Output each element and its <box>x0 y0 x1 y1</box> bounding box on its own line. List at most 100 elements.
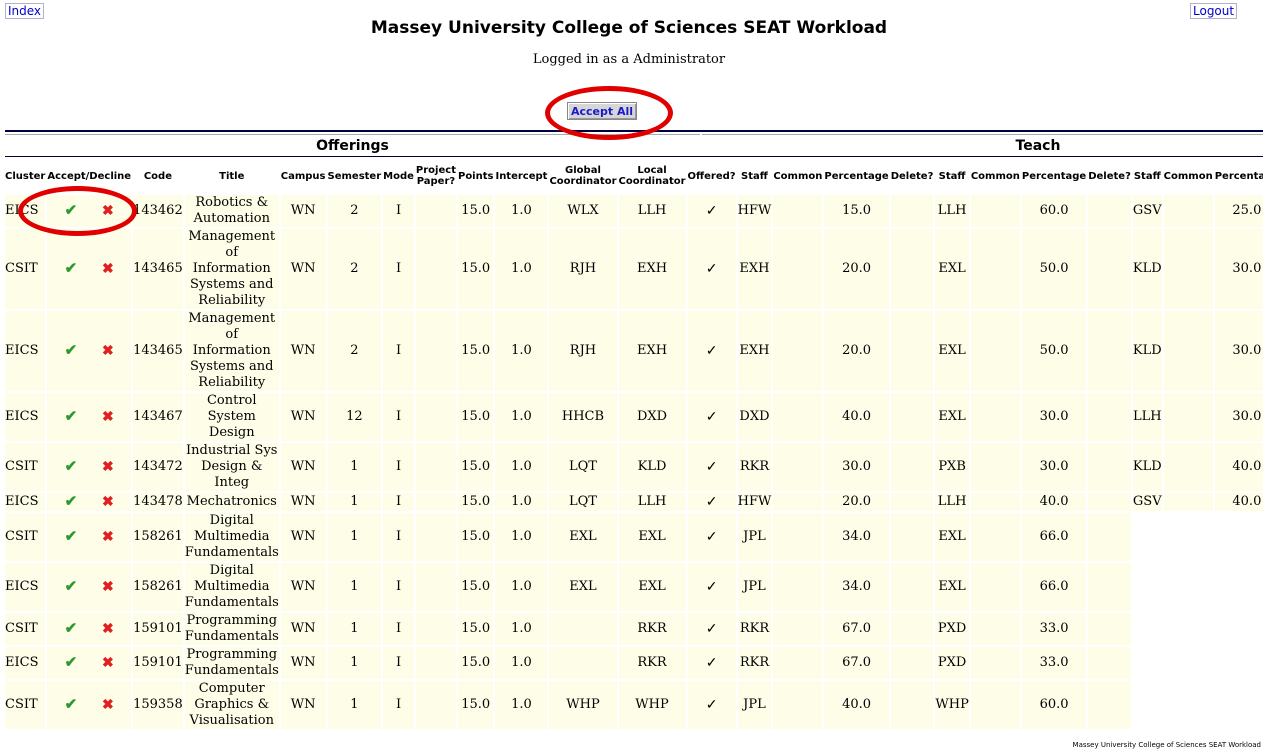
teach-delete-cell[interactable] <box>1088 443 1131 491</box>
teach-staff-cell: DXD <box>737 393 772 441</box>
teach-delete-cell[interactable] <box>890 195 934 227</box>
teach-percentage-cell: 34.0 <box>824 513 889 561</box>
logout-link[interactable]: Logout <box>1190 3 1238 19</box>
accept-icon[interactable]: ✔ <box>64 619 78 637</box>
teach-delete-cell[interactable] <box>1088 681 1131 729</box>
decline-icon[interactable]: ✖ <box>102 579 114 595</box>
intercept-cell: 1.0 <box>495 229 548 309</box>
accept-icon[interactable]: ✔ <box>64 527 78 545</box>
teach-staff-cell: LLH <box>1132 393 1162 441</box>
project-paper-cell <box>415 393 456 441</box>
offered-cell[interactable]: ✓ <box>687 311 736 391</box>
decline-icon[interactable]: ✖ <box>102 697 114 713</box>
decline-icon[interactable]: ✖ <box>102 343 114 359</box>
global-coordinator-cell: WHP <box>549 681 617 729</box>
teach-delete-cell[interactable] <box>1088 563 1131 611</box>
intercept-cell: 1.0 <box>495 613 548 645</box>
accept-icon[interactable]: ✔ <box>64 653 78 671</box>
decline-icon[interactable]: ✖ <box>102 261 114 277</box>
accept-icon[interactable]: ✔ <box>64 259 78 277</box>
table-row: CSIT ✔ ✖ 159358 Computer Graphics & Visuali… <box>5 681 1263 729</box>
teach-staff-cell: LLH <box>935 493 969 511</box>
teach-delete-cell[interactable] <box>890 681 934 729</box>
accept-icon[interactable]: ✔ <box>64 457 78 475</box>
teach-delete-cell[interactable] <box>1088 229 1131 309</box>
accept-icon[interactable]: ✔ <box>64 341 78 359</box>
teach-delete-cell[interactable] <box>890 393 934 441</box>
points-cell: 15.0 <box>457 681 494 729</box>
offerings-table-container[interactable]: Cluster Accept/Decline Code Title Campus Seme… <box>5 157 1263 753</box>
offered-cell[interactable]: ✓ <box>687 513 736 561</box>
code-cell: 158261 <box>133 563 183 611</box>
teach-delete-cell[interactable] <box>890 443 934 491</box>
teach-delete-cell[interactable] <box>1088 493 1131 511</box>
accept-all-button[interactable]: Accept All <box>567 102 637 120</box>
decline-icon[interactable]: ✖ <box>102 494 114 510</box>
offered-cell[interactable]: ✓ <box>687 493 736 511</box>
cluster-cell: EICS <box>5 647 46 679</box>
offered-cell[interactable]: ✓ <box>687 681 736 729</box>
teach-percentage-cell: 40.0 <box>824 393 889 441</box>
teach-common-cell <box>970 195 1020 227</box>
teach-delete-cell[interactable] <box>1088 311 1131 391</box>
cluster-cell: EICS <box>5 311 46 391</box>
global-coordinator-cell: HHCB <box>549 393 617 441</box>
teach-percentage-cell: 30.0 <box>1214 311 1263 391</box>
teach-delete-cell[interactable] <box>890 613 934 645</box>
project-paper-cell <box>415 493 456 511</box>
accept-icon[interactable]: ✔ <box>64 492 78 510</box>
table-row: CSIT ✔ ✖ 159101 Programming Fundamentals WN 1… <box>5 613 1263 645</box>
decline-icon[interactable]: ✖ <box>102 621 114 637</box>
offered-check-icon: ✓ <box>705 654 718 671</box>
offered-cell[interactable]: ✓ <box>687 443 736 491</box>
offered-cell[interactable]: ✓ <box>687 647 736 679</box>
semester-cell: 1 <box>327 443 382 491</box>
teach-delete-cell[interactable] <box>890 513 934 561</box>
table-row: EICS ✔ ✖ 143467 Control System Design WN 12 I 1… <box>5 393 1263 441</box>
teach-delete-cell[interactable] <box>1088 195 1131 227</box>
teach-staff-cell: GSV <box>1132 195 1162 227</box>
teach-common-cell <box>970 613 1020 645</box>
accept-icon[interactable]: ✔ <box>64 201 78 219</box>
accept-icon[interactable]: ✔ <box>64 577 78 595</box>
campus-cell: WN <box>280 647 326 679</box>
decline-icon[interactable]: ✖ <box>102 409 114 425</box>
offered-cell[interactable]: ✓ <box>687 229 736 309</box>
teach-delete-cell[interactable] <box>890 311 934 391</box>
teach-percentage-cell: 40.0 <box>1214 493 1263 511</box>
teach-percentage-cell: 50.0 <box>1021 311 1087 391</box>
offered-cell[interactable]: ✓ <box>687 195 736 227</box>
table-row: CSIT ✔ ✖ 143472 Industrial Sys Design & Int… <box>5 443 1263 491</box>
offered-check-icon: ✓ <box>705 260 718 277</box>
offered-cell[interactable]: ✓ <box>687 393 736 441</box>
accept-icon[interactable]: ✔ <box>64 407 78 425</box>
teach-common-cell <box>970 311 1020 391</box>
teach-delete-cell[interactable] <box>890 563 934 611</box>
teach-delete-cell[interactable] <box>1088 393 1131 441</box>
offered-cell[interactable]: ✓ <box>687 613 736 645</box>
accept-decline-cell: ✔ ✖ <box>47 393 132 441</box>
teach-common-cell <box>1163 493 1213 511</box>
teach-delete-cell[interactable] <box>1088 647 1131 679</box>
decline-icon[interactable]: ✖ <box>102 655 114 671</box>
points-cell: 15.0 <box>457 393 494 441</box>
accept-icon[interactable]: ✔ <box>64 695 78 713</box>
decline-icon[interactable]: ✖ <box>102 529 114 545</box>
decline-icon[interactable]: ✖ <box>102 203 114 219</box>
offered-cell[interactable]: ✓ <box>687 563 736 611</box>
code-cell: 159101 <box>133 613 183 645</box>
decline-icon[interactable]: ✖ <box>102 459 114 475</box>
teach-common-cell <box>970 493 1020 511</box>
cluster-cell: EICS <box>5 563 46 611</box>
teach-percentage-cell: 33.0 <box>1021 647 1087 679</box>
teach-delete-cell[interactable] <box>890 229 934 309</box>
intercept-cell: 1.0 <box>495 443 548 491</box>
teach-delete-cell[interactable] <box>890 647 934 679</box>
teach-percentage-cell: 30.0 <box>1214 229 1263 309</box>
teach-delete-cell[interactable] <box>890 493 934 511</box>
index-link[interactable]: Index <box>5 3 45 19</box>
offered-check-icon: ✓ <box>705 342 718 359</box>
teach-delete-cell[interactable] <box>1088 613 1131 645</box>
teach-staff-cell: PXB <box>935 443 969 491</box>
teach-delete-cell[interactable] <box>1088 513 1131 561</box>
